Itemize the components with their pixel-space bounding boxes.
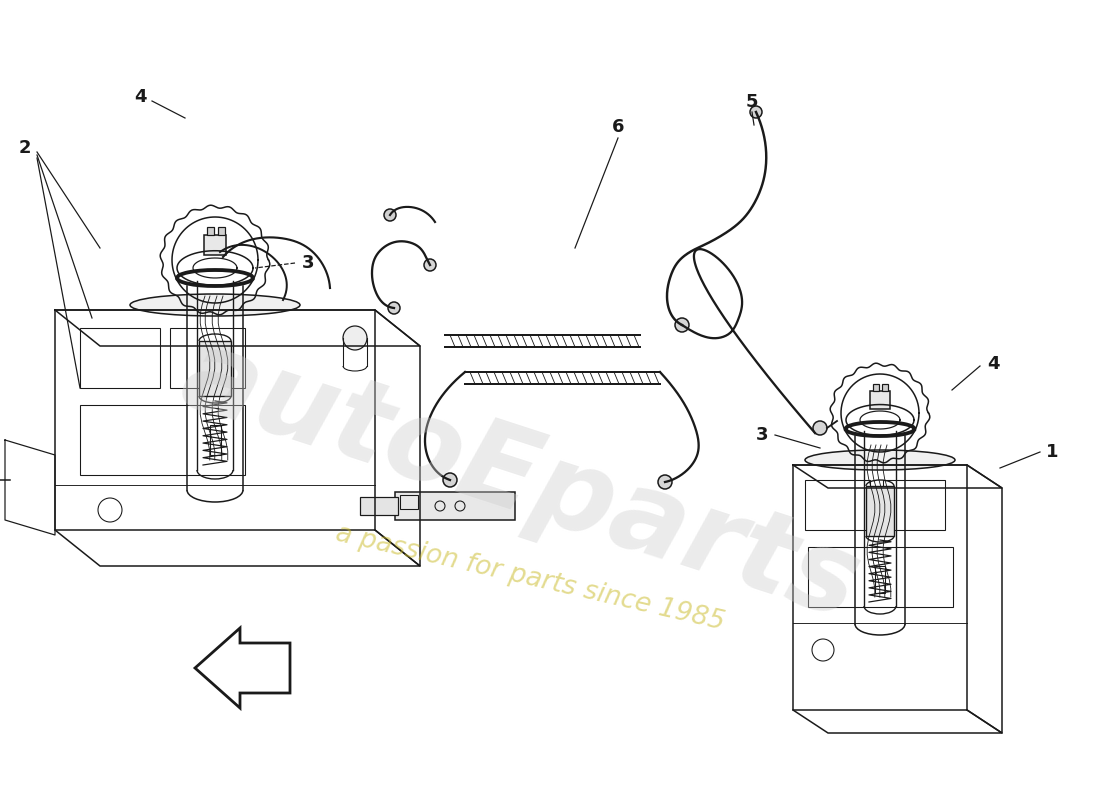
Bar bbox=[400, 495, 418, 509]
Text: 3: 3 bbox=[301, 254, 315, 272]
Bar bbox=[207, 227, 215, 235]
Text: 4: 4 bbox=[987, 355, 999, 373]
Text: a passion for parts since 1985: a passion for parts since 1985 bbox=[333, 521, 727, 635]
Text: 5: 5 bbox=[746, 93, 758, 111]
Bar bbox=[874, 566, 886, 593]
Bar bbox=[805, 480, 870, 530]
Circle shape bbox=[658, 475, 672, 489]
Circle shape bbox=[343, 326, 367, 350]
Circle shape bbox=[750, 106, 762, 118]
Circle shape bbox=[675, 318, 689, 332]
Bar bbox=[199, 341, 231, 396]
Bar bbox=[870, 391, 890, 409]
Text: autoEparts: autoEparts bbox=[167, 318, 872, 642]
Circle shape bbox=[388, 302, 400, 314]
Bar bbox=[80, 405, 245, 475]
Circle shape bbox=[384, 209, 396, 221]
Circle shape bbox=[813, 421, 827, 435]
Text: 4: 4 bbox=[134, 88, 146, 106]
Polygon shape bbox=[195, 628, 290, 708]
Bar bbox=[170, 328, 245, 388]
Text: 1: 1 bbox=[1046, 443, 1058, 461]
Bar bbox=[218, 227, 226, 235]
Bar bbox=[866, 486, 894, 536]
Bar bbox=[360, 497, 398, 515]
Text: 3: 3 bbox=[756, 426, 768, 444]
Bar bbox=[210, 425, 221, 455]
Circle shape bbox=[424, 259, 436, 271]
Bar bbox=[883, 480, 945, 530]
Bar bbox=[808, 547, 953, 607]
Bar bbox=[204, 235, 226, 255]
Bar bbox=[882, 384, 888, 391]
Text: 6: 6 bbox=[612, 118, 625, 136]
Text: 2: 2 bbox=[19, 139, 31, 157]
Circle shape bbox=[443, 473, 456, 487]
Bar bbox=[873, 384, 879, 391]
Ellipse shape bbox=[130, 294, 300, 316]
Ellipse shape bbox=[805, 450, 955, 470]
Bar bbox=[80, 328, 160, 388]
Bar bbox=[395, 492, 515, 520]
